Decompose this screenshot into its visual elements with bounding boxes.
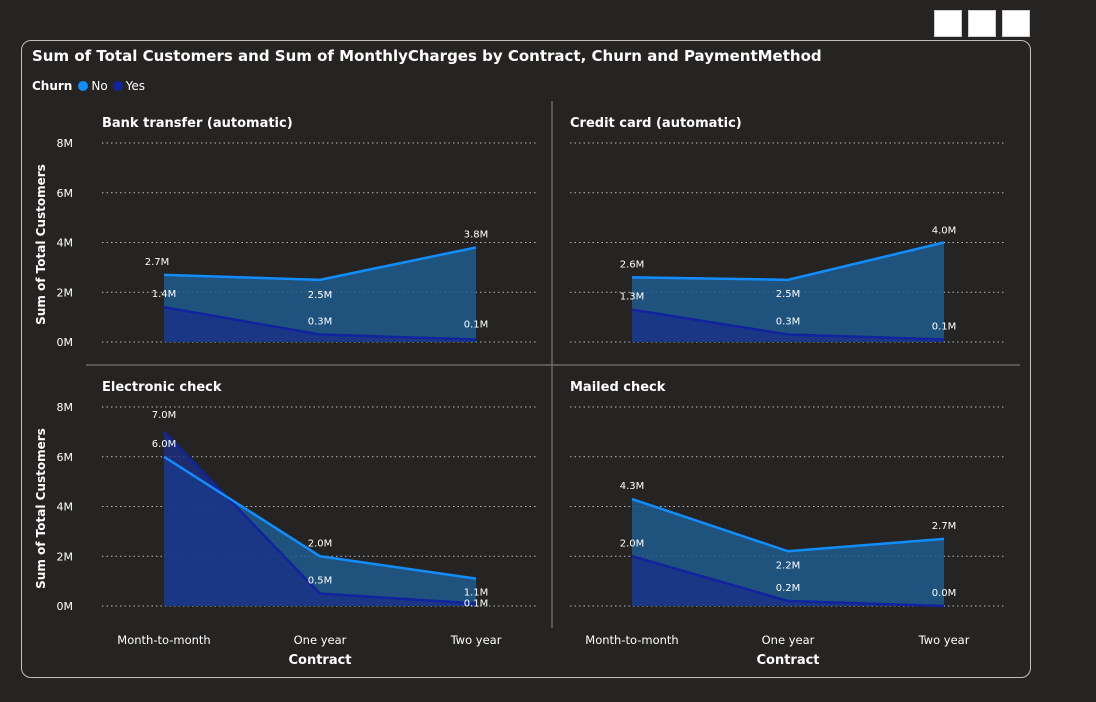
x-tick-label: Two year <box>450 633 502 647</box>
data-label-yes: 0.1M <box>932 322 957 333</box>
y-axis-title: Sum of Total Customers <box>34 164 48 325</box>
data-label-no: 2.5M <box>776 289 801 300</box>
area-no <box>164 247 476 342</box>
y-tick-label: 6M <box>57 187 74 200</box>
legend-title: Churn <box>32 79 73 93</box>
legend: Churn No Yes <box>32 79 150 93</box>
data-label-yes: 0.1M <box>464 320 489 331</box>
data-label-no: 6.0M <box>152 439 177 450</box>
area-yes <box>632 309 944 342</box>
y-tick-label: 2M <box>57 286 74 299</box>
data-label-no: 4.3M <box>620 481 645 492</box>
legend-marker-no <box>78 81 89 91</box>
data-label-yes: 1.3M <box>620 292 645 303</box>
line-no <box>163 246 477 282</box>
x-tick-label: Month-to-month <box>117 633 210 647</box>
line-yes <box>163 431 477 605</box>
data-label-no: 2.7M <box>145 257 170 268</box>
line-no <box>631 497 945 553</box>
y-tick-label: 0M <box>57 336 74 349</box>
panel-title: Credit card (automatic) <box>570 116 742 131</box>
y-tick-label: 8M <box>57 401 74 414</box>
line-yes <box>163 305 477 341</box>
x-tick-label: Month-to-month <box>585 633 678 647</box>
legend-marker-yes <box>112 81 123 91</box>
legend-label-no: No <box>91 79 108 93</box>
legend-label-yes: Yes <box>125 79 146 93</box>
x-tick-label: One year <box>294 633 347 647</box>
y-tick-label: 8M <box>57 137 74 150</box>
data-label-no: 2.7M <box>932 521 957 532</box>
data-label-no: 2.5M <box>308 290 333 301</box>
filter-button[interactable] <box>968 10 996 37</box>
area-yes <box>164 307 476 342</box>
x-tick-label: One year <box>762 633 815 647</box>
data-label-no: 1.1M <box>464 588 489 599</box>
y-tick-label: 2M <box>57 550 74 563</box>
data-label-no: 4.0M <box>932 226 957 237</box>
data-label-yes: 1.4M <box>152 289 177 300</box>
data-label-no: 2.6M <box>620 259 645 270</box>
data-label-yes: 0.1M <box>464 599 489 610</box>
x-axis-title: Contract <box>288 653 351 668</box>
line-yes <box>631 308 945 341</box>
legend-item-yes[interactable]: Yes <box>112 79 146 93</box>
area-yes <box>164 431 476 606</box>
data-label-yes: 0.0M <box>932 588 957 599</box>
x-axis-title: Contract <box>756 653 819 668</box>
data-label-yes: 0.5M <box>308 576 333 587</box>
chart-title: Sum of Total Customers and Sum of Monthl… <box>32 47 822 65</box>
x-tick-label: Two year <box>918 633 970 647</box>
y-tick-label: 6M <box>57 451 74 464</box>
panel-title: Mailed check <box>570 380 666 395</box>
y-axis-title: Sum of Total Customers <box>34 428 48 589</box>
data-label-yes: 0.3M <box>776 317 801 328</box>
chart-visual-frame <box>21 40 1031 678</box>
line-no <box>163 455 477 580</box>
data-label-no: 3.8M <box>464 229 489 240</box>
data-label-yes: 0.2M <box>776 583 801 594</box>
data-label-no: 2.2M <box>776 560 801 571</box>
panel-title: Bank transfer (automatic) <box>102 116 293 131</box>
y-tick-label: 4M <box>57 501 74 514</box>
panel-title: Electronic check <box>102 380 222 395</box>
legend-item-no[interactable]: No <box>78 79 108 93</box>
focus-mode-button[interactable] <box>934 10 962 37</box>
y-tick-label: 4M <box>57 237 74 250</box>
line-no <box>631 241 945 282</box>
line-yes <box>631 555 945 608</box>
data-label-yes: 7.0M <box>152 410 177 421</box>
y-tick-label: 0M <box>57 600 74 613</box>
data-label-yes: 0.3M <box>308 317 333 328</box>
area-yes <box>632 556 944 606</box>
more-options-button[interactable] <box>1002 10 1030 37</box>
data-label-no: 2.0M <box>308 538 333 549</box>
data-label-yes: 2.0M <box>620 538 645 549</box>
area-no <box>632 242 944 342</box>
